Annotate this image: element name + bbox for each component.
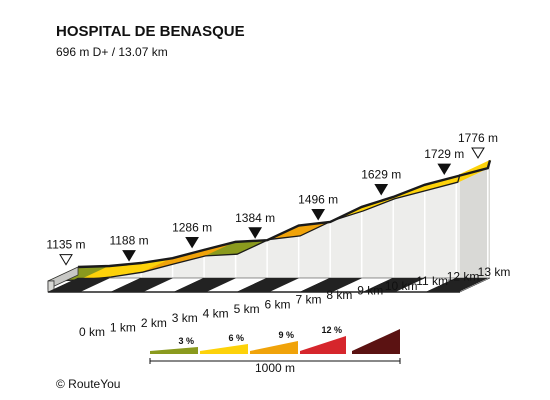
distance-tick-label: 13 km <box>478 265 511 279</box>
elevation-label: 1135 m <box>46 238 85 252</box>
grade-legend-label: 6 % <box>228 333 244 343</box>
distance-tick-label: 4 km <box>203 307 229 321</box>
scale-bar-label: 1000 m <box>255 361 295 375</box>
elevation-marker <box>311 209 326 221</box>
elevation-marker <box>122 250 136 262</box>
elevation-label: 1286 m <box>172 220 212 234</box>
elevation-label: 1384 m <box>235 211 275 225</box>
distance-tick-label: 11 km <box>416 274 448 288</box>
profile-back-edge <box>77 160 492 269</box>
elevation-marker <box>374 184 389 196</box>
elevation-marker <box>248 227 263 239</box>
grade-legend-swatch <box>250 341 298 354</box>
distance-tick-label: 12 km <box>447 270 480 284</box>
elevation-label: 1729 m <box>424 147 464 161</box>
distance-tick-label: 6 km <box>265 297 291 311</box>
elevation-markers: 1135 m 1188 m 1286 m 1384 m 1496 m 1629 m 1729… <box>46 131 498 266</box>
profile-walls <box>78 160 490 292</box>
distance-tick-labels: 0 km 1 km 2 km 3 km 4 km 5 km 6 km 7 km 8 km 9 km… <box>79 265 510 339</box>
elevation-marker <box>437 163 452 176</box>
grade-legend-swatch <box>300 336 346 354</box>
distance-tick-label: 3 km <box>172 311 198 325</box>
elevation-marker <box>59 254 73 266</box>
grade-legend-swatch <box>200 344 248 354</box>
elevation-label: 1629 m <box>361 168 401 182</box>
distance-tick-label: 5 km <box>234 302 260 316</box>
distance-tick-label: 2 km <box>141 316 167 330</box>
profile-wall <box>78 160 490 278</box>
distance-tick-label: 10 km <box>385 279 418 293</box>
distance-axis <box>47 277 491 293</box>
elevation-label: 1776 m <box>458 131 498 145</box>
grade-legend-label: 3 % <box>178 336 194 346</box>
profile-surface <box>47 159 492 293</box>
grade-legend-label: 9 % <box>278 330 294 340</box>
elevation-label: 1496 m <box>298 193 338 207</box>
grade-legend-label: 12 % <box>321 325 342 335</box>
grade-legend-swatch <box>150 347 198 354</box>
grade-legend: 3 % 6 % 9 % 12 % <box>150 325 400 354</box>
chart-subtitle: 696 m D+ / 13.07 km <box>56 45 168 59</box>
distance-tick-label: 0 km <box>79 325 105 339</box>
grade-legend-swatch <box>352 329 400 354</box>
distance-tick-label: 7 km <box>295 293 321 307</box>
distance-tick-label: 9 km <box>357 283 383 297</box>
chart-title: HOSPITAL DE BENASQUE <box>56 23 245 40</box>
distance-tick-label: 8 km <box>326 288 352 302</box>
elevation-marker <box>185 236 199 249</box>
distance-tick-label: 1 km <box>110 320 136 334</box>
elevation-marker <box>471 147 485 159</box>
scale-bar: 1000 m <box>149 358 401 375</box>
copyright-text: © RouteYou <box>56 377 120 391</box>
profile-end-face <box>460 160 490 292</box>
elevation-label: 1188 m <box>109 234 148 248</box>
